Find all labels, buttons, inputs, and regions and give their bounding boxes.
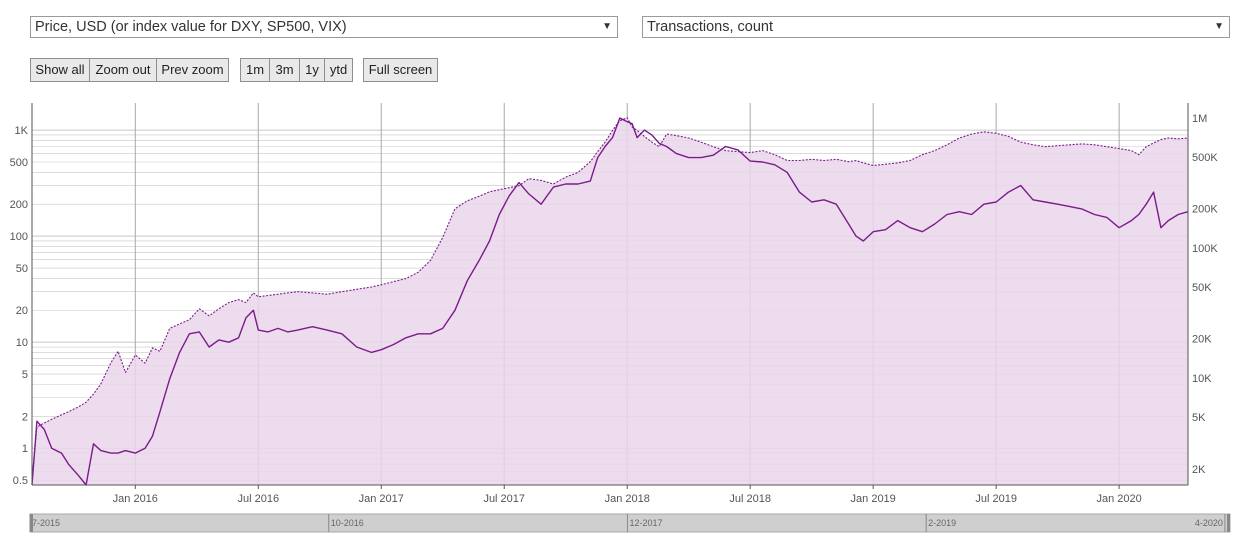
left-axis-tick-label: 200 bbox=[10, 199, 28, 211]
full-screen-button[interactable]: Full screen bbox=[363, 58, 438, 82]
range-1m-button[interactable]: 1m bbox=[240, 58, 270, 82]
right-axis-tick-label: 5K bbox=[1192, 412, 1206, 424]
navigator-label: 4-2020 bbox=[1195, 518, 1223, 528]
right-axis-tick-label: 100K bbox=[1192, 243, 1218, 255]
x-axis-tick-label: Jul 2016 bbox=[237, 493, 279, 505]
transactions-series-line bbox=[31, 117, 1189, 482]
chevron-down-icon: ▼ bbox=[1214, 21, 1224, 32]
range-ytd-button[interactable]: ytd bbox=[324, 58, 353, 82]
right-axis-tick-label: 50K bbox=[1192, 282, 1212, 294]
x-axis-tick-label: Jan 2018 bbox=[605, 493, 650, 505]
left-axis-tick-label: 500 bbox=[10, 157, 28, 169]
chart-series-lines bbox=[31, 117, 1189, 486]
transactions-series-select[interactable]: Transactions, count ▼ bbox=[642, 16, 1230, 38]
price-series-select[interactable]: Price, USD (or index value for DXY, SP50… bbox=[30, 16, 618, 38]
x-axis-tick-label: Jan 2016 bbox=[113, 493, 158, 505]
left-axis-tick-label: 20 bbox=[16, 305, 28, 317]
range-3m-button[interactable]: 3m bbox=[269, 58, 300, 82]
navigator-label: 7-2015 bbox=[32, 518, 60, 528]
zoom-out-button[interactable]: Zoom out bbox=[89, 58, 157, 82]
prev-zoom-button[interactable]: Prev zoom bbox=[156, 58, 229, 82]
navigator-label: 12-2017 bbox=[629, 518, 662, 528]
price-series-select-value: Price, USD (or index value for DXY, SP50… bbox=[35, 19, 347, 35]
transactions-series-select-value: Transactions, count bbox=[647, 19, 773, 35]
range-1y-button[interactable]: 1y bbox=[299, 58, 325, 82]
left-axis-tick-label: 1 bbox=[22, 443, 28, 455]
navigator-handle-left bbox=[30, 514, 33, 532]
x-axis-tick-label: Jul 2017 bbox=[483, 493, 525, 505]
right-axis-tick-label: 1M bbox=[1192, 113, 1207, 125]
x-axis-tick-label: Jul 2018 bbox=[729, 493, 771, 505]
x-axis-tick-label: Jul 2019 bbox=[975, 493, 1017, 505]
left-axis-tick-label: 2 bbox=[22, 411, 28, 423]
right-axis-tick-label: 10K bbox=[1192, 373, 1212, 385]
x-axis-tick-label: Jan 2017 bbox=[359, 493, 404, 505]
navigator-handle-right bbox=[1227, 514, 1230, 532]
left-axis-tick-label: 1K bbox=[15, 125, 29, 137]
chart-area-fill bbox=[32, 117, 1188, 486]
left-axis-tick-label: 5 bbox=[22, 369, 28, 381]
chart-axes: 1K 500 200 100 50 20 10 5 2 1 0.5 1M 500K 200K 100K 50K… bbox=[10, 103, 1218, 505]
right-axis-tick-label: 20K bbox=[1192, 334, 1212, 346]
right-axis-tick-label: 2K bbox=[1192, 464, 1206, 476]
price-series-line bbox=[31, 117, 1189, 486]
right-axis-tick-label: 200K bbox=[1192, 204, 1218, 216]
time-navigator[interactable]: 7-2015 10-2016 12-2017 2-2019 4-2020 bbox=[29, 513, 1231, 533]
chevron-down-icon: ▼ bbox=[602, 21, 612, 32]
navigator-label: 10-2016 bbox=[331, 518, 364, 528]
left-axis-tick-label: 50 bbox=[16, 263, 28, 275]
right-axis-tick-label: 500K bbox=[1192, 152, 1218, 164]
transactions-area bbox=[32, 117, 1188, 486]
left-axis-tick-label: 0.5 bbox=[13, 475, 28, 487]
x-axis-tick-label: Jan 2020 bbox=[1096, 493, 1141, 505]
left-axis-tick-label: 100 bbox=[10, 231, 28, 243]
left-axis-tick-label: 10 bbox=[16, 337, 28, 349]
navigator-label: 2-2019 bbox=[928, 518, 956, 528]
x-axis-tick-label: Jan 2019 bbox=[851, 493, 896, 505]
